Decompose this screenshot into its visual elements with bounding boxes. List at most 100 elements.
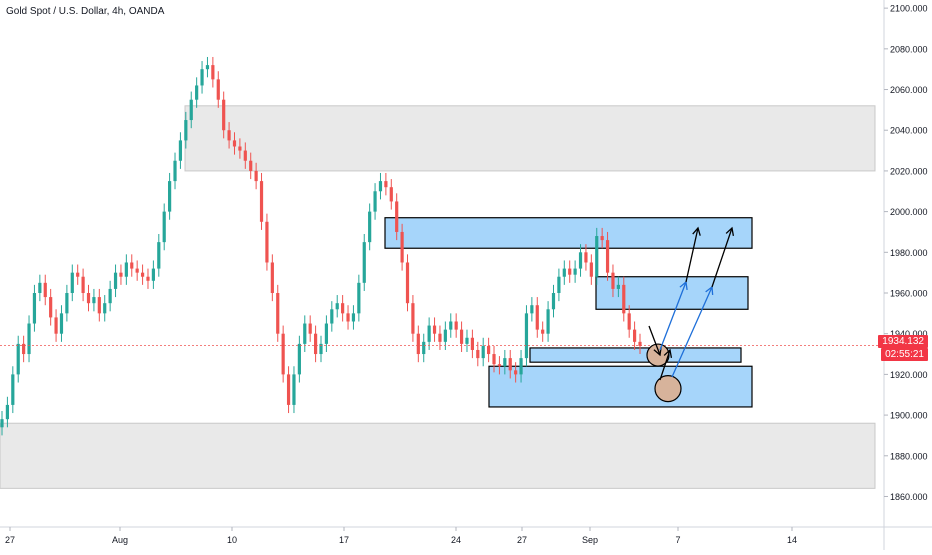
candle-body	[184, 120, 188, 141]
candle-body	[97, 297, 101, 314]
candle-body	[562, 268, 566, 277]
candle-body	[92, 297, 96, 304]
candle-body	[205, 65, 210, 70]
candle-body	[454, 321, 458, 330]
candle-body	[616, 284, 620, 289]
candle-body	[427, 325, 431, 342]
y-tick-label: 1900.000	[890, 411, 928, 421]
candle-body	[459, 329, 464, 344]
candle-body	[627, 313, 631, 330]
candle-body	[27, 323, 31, 355]
x-tick-label: 10	[227, 535, 237, 545]
candle-body	[195, 85, 199, 100]
candle-body	[487, 345, 491, 355]
candle-body	[276, 293, 280, 334]
candle-body	[146, 276, 150, 281]
y-tick-label: 2000.000	[890, 207, 928, 217]
candle-body	[54, 317, 58, 334]
candle-body	[65, 293, 69, 314]
blue-zone	[595, 276, 749, 310]
candle-body	[470, 337, 474, 350]
candle-body	[384, 181, 388, 188]
candle-body	[416, 333, 420, 355]
candle-body	[573, 268, 577, 275]
candle-body	[43, 282, 47, 298]
y-tick-label: 2060.000	[890, 85, 928, 95]
candle-body	[232, 140, 237, 147]
candle-body	[86, 293, 91, 304]
candle-body	[595, 236, 599, 277]
arrow-up	[659, 281, 687, 351]
candle-body	[492, 354, 496, 365]
y-tick-label: 2040.000	[890, 126, 928, 136]
y-tick-label: 1960.000	[890, 289, 928, 299]
candle-body	[49, 297, 53, 318]
x-tick-label: Aug	[112, 535, 128, 545]
candle-body	[422, 341, 426, 355]
candle-body	[605, 240, 610, 273]
candle-body	[76, 272, 80, 277]
x-tick-label: 14	[787, 535, 797, 545]
countdown-badge: 02:55:21	[881, 348, 928, 361]
candle-body	[286, 374, 291, 405]
candle-body	[265, 221, 269, 263]
x-tick-label: Sep	[582, 535, 598, 545]
candle-body	[157, 242, 161, 269]
candle-body	[113, 272, 118, 289]
candle-body	[389, 187, 393, 202]
candle-body	[346, 313, 350, 322]
candle-body	[292, 374, 296, 405]
candle-body	[508, 358, 512, 371]
candle-body	[341, 303, 345, 314]
y-tick-label: 1980.000	[890, 248, 928, 258]
candle-body	[465, 337, 469, 344]
candle-body	[38, 282, 42, 294]
candle-body	[222, 99, 226, 131]
candle-body	[589, 262, 593, 277]
candle-body	[611, 272, 615, 289]
x-tick-label: 24	[451, 535, 461, 545]
candle-body	[432, 325, 437, 334]
candle-body	[524, 313, 529, 359]
candle-body	[324, 323, 329, 344]
candle-body	[557, 276, 561, 294]
x-tick-label: 17	[339, 535, 349, 545]
candle-body	[32, 293, 37, 324]
candle-body	[622, 284, 626, 314]
arrow-up-head	[692, 226, 701, 236]
candle-body	[303, 323, 307, 344]
candle-body	[11, 374, 15, 405]
candle-body	[200, 69, 204, 86]
candle-body	[568, 268, 572, 275]
candle-body	[319, 343, 323, 355]
candle-body	[481, 345, 485, 359]
candle-body	[362, 242, 366, 283]
candle-body	[400, 231, 404, 263]
candle-body	[59, 313, 64, 334]
candle-body	[313, 333, 318, 355]
candle-body	[476, 349, 480, 359]
arrow-up	[659, 349, 671, 381]
candle-body	[411, 303, 415, 334]
candle-body	[168, 181, 172, 212]
blue-zone	[488, 365, 753, 408]
arrow-up-head	[663, 348, 673, 358]
annotation-circle	[646, 343, 670, 367]
arrow-up-head	[725, 226, 735, 236]
candle-body	[638, 341, 642, 346]
grey-zone	[184, 105, 876, 172]
candle-body	[449, 321, 453, 330]
candle-body	[216, 79, 220, 100]
candle-body	[130, 262, 134, 269]
candle-body	[270, 262, 274, 294]
candle-body	[124, 262, 128, 277]
chart-title: Gold Spot / U.S. Dollar, 4h, OANDA	[6, 6, 165, 17]
y-tick-label: 1920.000	[890, 370, 928, 380]
y-tick-label: 2080.000	[890, 44, 928, 54]
blue-zone	[529, 347, 742, 363]
candle-body	[22, 343, 26, 355]
candle-body	[530, 305, 534, 314]
candle-body	[351, 313, 356, 322]
